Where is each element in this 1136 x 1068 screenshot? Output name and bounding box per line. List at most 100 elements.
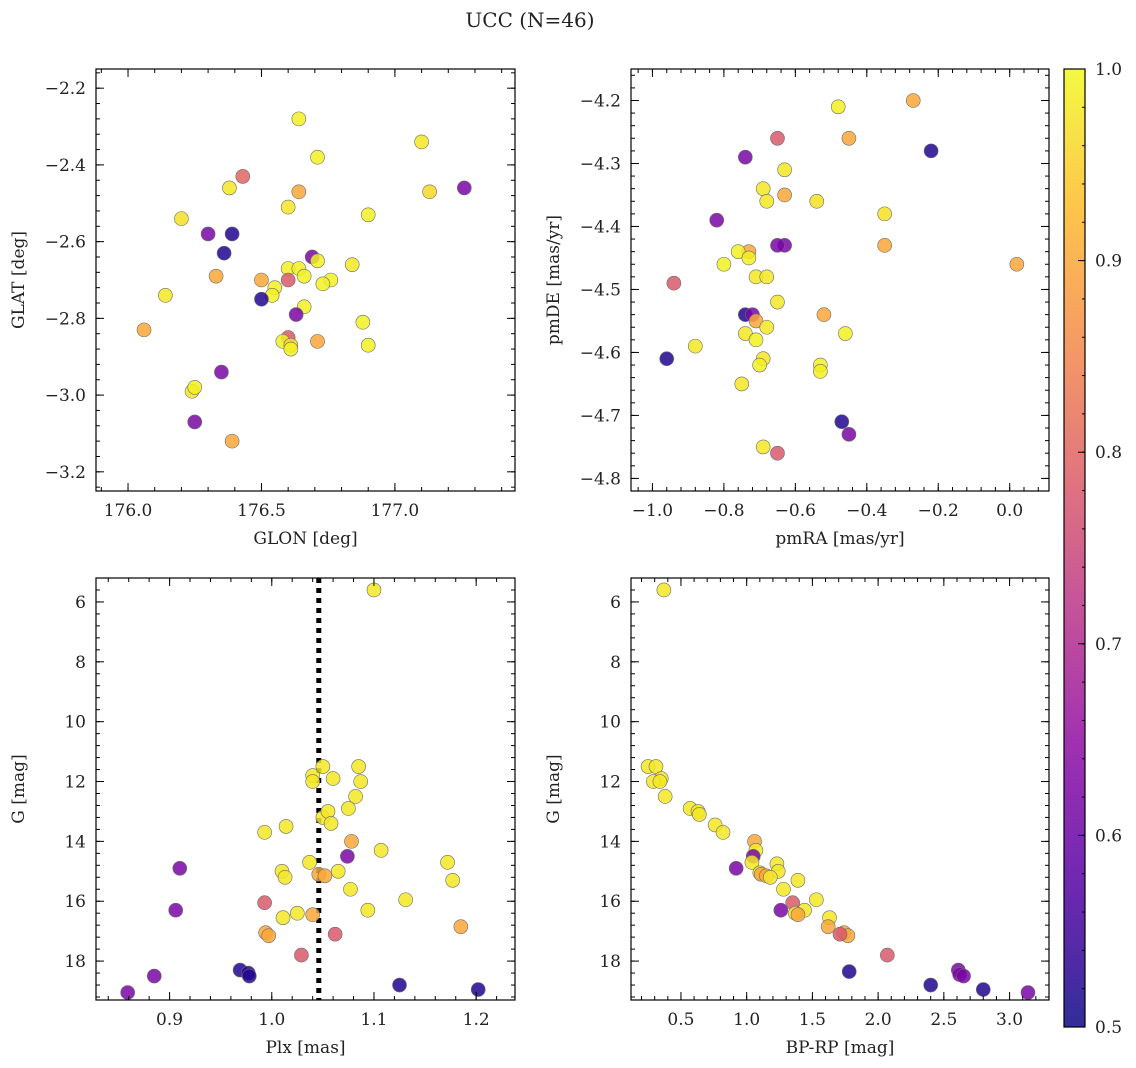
data-point: [730, 244, 746, 259]
x-tick-label: 1.5: [799, 1010, 826, 1030]
data-point: [355, 314, 371, 330]
panel-4: 0.5 1.0 1.5 2.0 2.5 3.0 6 8 10 12 14 16 18 BP-RP [mag…: [544, 577, 1050, 1058]
y-tick-label: 10: [64, 713, 86, 733]
y-tick-label: 6: [75, 593, 86, 613]
data-point: [776, 881, 791, 897]
x-tick-label: 0.9: [156, 1010, 183, 1030]
data-point: [755, 439, 771, 455]
x-tick-label: −0.4: [846, 501, 887, 521]
data-point: [172, 861, 188, 876]
data-point: [688, 338, 703, 354]
data-point: [414, 134, 429, 150]
data-point: [305, 907, 320, 923]
y-tick-label: −4.7: [580, 406, 621, 426]
y-tick-label: 12: [64, 773, 86, 793]
data-point: [738, 326, 753, 341]
data-point: [752, 357, 767, 373]
data-point: [296, 268, 312, 284]
data-point: [657, 789, 673, 804]
x-tick-label: −0.8: [703, 501, 744, 521]
data-point: [120, 985, 135, 1000]
x-tick-label: −0.2: [918, 501, 959, 521]
y-axis-label: G [mag]: [544, 754, 564, 823]
y-tick-label: 18: [64, 952, 86, 972]
y-tick-label: 6: [610, 593, 621, 613]
x-axis-label: Plx [mas]: [265, 1038, 345, 1058]
data-point: [320, 804, 336, 819]
data-point: [659, 351, 675, 367]
x-tick-label: 2.5: [930, 1010, 957, 1030]
data-point: [330, 864, 346, 879]
points: [120, 582, 486, 1000]
data-point: [744, 855, 760, 870]
axes-frame: [630, 68, 1050, 492]
axes-frame: [95, 68, 516, 492]
data-point: [709, 212, 725, 228]
data-point: [257, 895, 272, 911]
y-tick-label: 16: [64, 892, 86, 912]
data-point: [777, 187, 792, 203]
x-tick-label: 3.0: [996, 1010, 1023, 1030]
panel-3: 0.9 1.0 1.1 1.2 6 8 10 12 14 16 18 Plx [mas] G [mag]: [9, 577, 516, 1058]
data-point: [360, 337, 376, 353]
axes-frame: [630, 577, 1050, 1001]
data-point: [445, 872, 460, 888]
y-tick-label: −4.4: [580, 217, 621, 237]
y-tick-label: −2.4: [45, 156, 86, 176]
panels: 176.0 176.5 177.0 −2.2 −2.4 −2.6 −2.8 −3.0 −3.2 G…: [9, 68, 1050, 1058]
y-tick-label: −3.0: [45, 386, 86, 406]
data-point: [923, 143, 939, 159]
data-point: [310, 334, 325, 349]
panel-2: −1.0 −0.8 −0.6 −0.4 −0.2 0.0 −4.2 −4.3 −4.4 −4.5 −…: [544, 68, 1050, 549]
data-point: [280, 199, 296, 215]
data-point: [741, 250, 757, 266]
colorbar-tick-label: 1.0: [1095, 60, 1122, 80]
data-point: [834, 414, 850, 430]
data-point: [325, 771, 341, 786]
data-point: [302, 855, 317, 870]
y-tick-label: −4.2: [580, 91, 621, 111]
data-point: [1009, 256, 1025, 272]
data-point: [291, 111, 307, 127]
x-tick-label: 0.0: [996, 501, 1023, 521]
data-point: [235, 169, 251, 184]
x-axis-label: GLON [deg]: [253, 529, 357, 549]
data-point: [398, 892, 413, 908]
data-point: [136, 322, 152, 338]
data-point: [315, 759, 331, 774]
x-tick-label: 1.2: [463, 1010, 490, 1030]
data-point: [832, 926, 848, 942]
data-point: [777, 162, 792, 178]
data-point: [738, 149, 753, 165]
data-point: [283, 341, 299, 357]
points: [640, 582, 1036, 1000]
data-point: [923, 977, 938, 993]
y-tick-label: −3.2: [45, 463, 86, 483]
data-point: [257, 825, 272, 840]
data-point: [222, 180, 237, 196]
data-point: [294, 947, 309, 963]
x-tick-label: −0.6: [775, 501, 816, 521]
data-point: [841, 130, 857, 146]
data-point: [838, 326, 853, 341]
points: [659, 93, 1025, 461]
data-point: [310, 149, 325, 165]
data-point: [392, 977, 407, 993]
data-point: [809, 193, 825, 209]
y-tick-label: 16: [599, 892, 621, 912]
colorbar-gradient: [1063, 68, 1086, 1028]
data-point: [353, 774, 368, 789]
data-point: [146, 968, 162, 984]
axes-frame: [95, 577, 516, 1001]
data-point: [773, 902, 789, 918]
data-point: [841, 964, 857, 979]
data-point: [905, 93, 921, 108]
data-point: [759, 193, 775, 209]
data-point: [351, 759, 366, 774]
data-point: [275, 910, 291, 925]
colorbar-tick-label: 0.8: [1095, 443, 1122, 463]
y-tick-label: −4.8: [580, 469, 621, 489]
x-tick-label: −1.0: [632, 501, 673, 521]
y-tick-label: −4.3: [580, 154, 621, 174]
